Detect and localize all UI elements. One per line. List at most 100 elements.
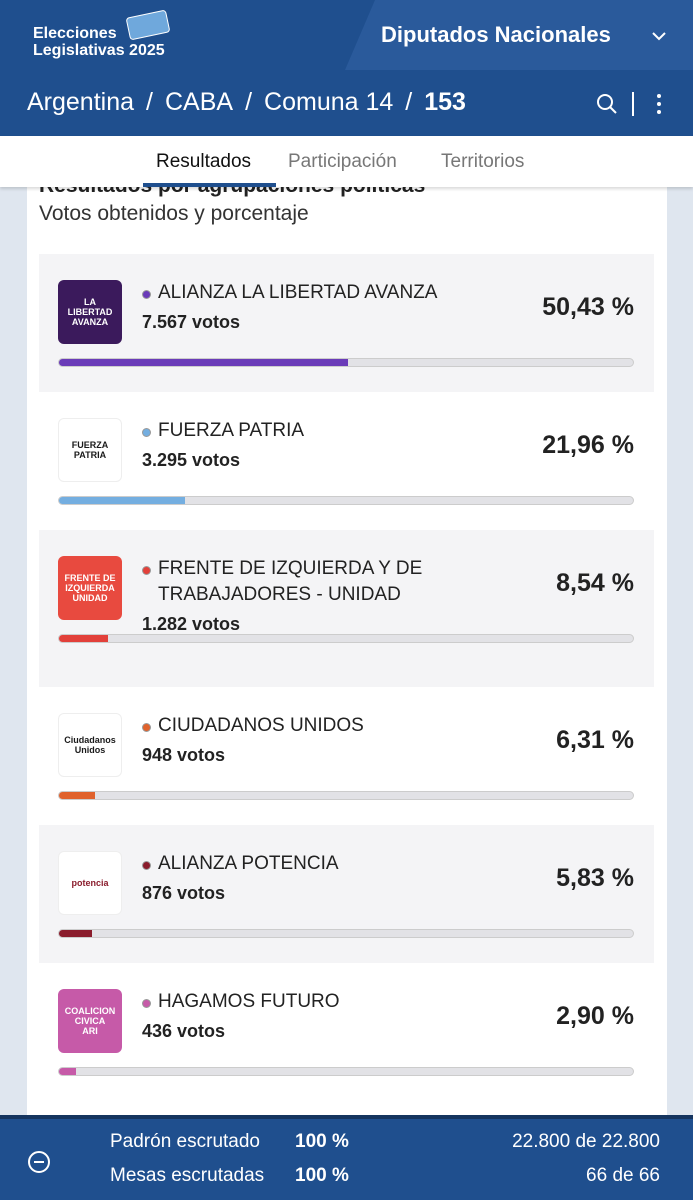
party-dot bbox=[142, 566, 151, 575]
logo-text: potencia bbox=[71, 878, 109, 888]
logo-text: ARI bbox=[82, 1026, 98, 1036]
menu-icon[interactable] bbox=[657, 94, 661, 114]
logo-text: Unidos bbox=[74, 745, 106, 755]
party-percent: 2,90 % bbox=[556, 1002, 634, 1030]
logo-text: LA bbox=[84, 297, 96, 307]
party-name-text: HAGAMOS FUTURO bbox=[158, 991, 340, 1012]
progress-track bbox=[58, 791, 634, 800]
party-row: FRENTE DE IZQUIERDA UNIDAD FRENTE DE IZQUIE… bbox=[39, 530, 654, 687]
party-name: FUERZA PATRIA bbox=[142, 418, 472, 444]
footer: Padrón escrutado 100 % 22.800 de 22.800 Mes… bbox=[0, 1115, 693, 1200]
footer-percent: 100 % bbox=[295, 1131, 349, 1152]
progress-bar bbox=[59, 359, 349, 366]
section-subheading: Votos obtenidos y porcentaje bbox=[39, 202, 309, 225]
party-list: LA LIBERTAD AVANZA ALIANZA LA LIBERTAD AVAN… bbox=[39, 254, 654, 1101]
progress-bar bbox=[59, 1068, 76, 1075]
top-bar: Elecciones Legislativas 2025 Diputados Na… bbox=[0, 0, 693, 70]
footer-label: Mesas escrutadas bbox=[110, 1165, 265, 1186]
party-row: LA LIBERTAD AVANZA ALIANZA LA LIBERTAD AVAN… bbox=[39, 254, 654, 392]
party-votes: 1.282 votos bbox=[142, 614, 241, 634]
logo-text: Ciudadanos bbox=[64, 735, 116, 745]
collapse-icon[interactable] bbox=[27, 1150, 51, 1174]
toolbar bbox=[597, 92, 661, 116]
office-title[interactable]: Diputados Nacionales bbox=[381, 22, 611, 47]
party-logo: FRENTE DE IZQUIERDA UNIDAD bbox=[58, 556, 122, 620]
party-name: HAGAMOS FUTURO bbox=[142, 989, 472, 1015]
party-percent: 6,31 % bbox=[556, 726, 634, 754]
logo-text: FUERZA bbox=[71, 440, 109, 450]
party-dot bbox=[142, 723, 151, 732]
party-row: FUERZA PATRIA FUERZA PATRIA 3.295 votos 21,9… bbox=[39, 392, 654, 530]
logo-text: COALICION bbox=[64, 1006, 116, 1016]
logo-text: IZQUIERDA bbox=[65, 583, 115, 593]
breadcrumb-item[interactable]: Argentina bbox=[27, 88, 135, 116]
logo-text: LIBERTAD bbox=[67, 307, 113, 317]
party-percent: 50,43 % bbox=[542, 293, 634, 321]
tab-bar: Resultados Participación Territorios bbox=[0, 136, 693, 187]
footer-count: 66 de 66 bbox=[586, 1165, 660, 1186]
progress-bar bbox=[59, 497, 186, 504]
party-name: ALIANZA POTENCIA bbox=[142, 851, 472, 877]
party-logo: potencia bbox=[58, 851, 122, 915]
party-votes: 876 votos bbox=[142, 883, 226, 903]
brand: Elecciones Legislativas 2025 bbox=[33, 25, 165, 59]
progress-track bbox=[58, 1067, 634, 1076]
logo-text: PATRIA bbox=[73, 450, 107, 460]
results-card: Resultados por agrupaciones políticas Vo… bbox=[27, 160, 667, 1120]
logo-text: FRENTE DE bbox=[64, 573, 116, 583]
breadcrumb-item[interactable]: Comuna 14 bbox=[264, 88, 394, 116]
progress-bar bbox=[59, 635, 109, 642]
party-percent: 21,96 % bbox=[542, 431, 634, 459]
breadcrumb-item[interactable]: 153 bbox=[424, 88, 466, 116]
breadcrumb: Argentina / CABA / Comuna 14 / 153 bbox=[0, 70, 693, 136]
progress-track bbox=[58, 634, 634, 643]
tab[interactable]: Territorios bbox=[441, 151, 525, 172]
party-name-text: ALIANZA POTENCIA bbox=[158, 853, 339, 874]
brand-icon bbox=[126, 10, 170, 40]
party-name: ALIANZA LA LIBERTAD AVANZA bbox=[142, 280, 472, 306]
party-votes: 3.295 votos bbox=[142, 450, 241, 470]
party-name-text: CIUDADANOS UNIDOS bbox=[158, 715, 364, 736]
party-percent: 8,54 % bbox=[556, 569, 634, 597]
separator: / bbox=[146, 88, 153, 116]
party-name-text: FUERZA PATRIA bbox=[158, 420, 305, 441]
party-logo: FUERZA PATRIA bbox=[58, 418, 122, 482]
progress-track bbox=[58, 929, 634, 938]
party-votes: 948 votos bbox=[142, 745, 226, 765]
party-logo: Ciudadanos Unidos bbox=[58, 713, 122, 777]
tab[interactable]: Participación bbox=[288, 151, 397, 172]
logo-text: UNIDAD bbox=[72, 593, 108, 603]
brand-line: Legislativas 2025 bbox=[33, 42, 165, 59]
tab[interactable]: Resultados bbox=[156, 151, 252, 172]
separator: / bbox=[245, 88, 253, 116]
party-dot bbox=[142, 999, 151, 1008]
party-row: COALICION CIVICA ARI HAGAMOS FUTURO 436 voto… bbox=[39, 963, 654, 1101]
party-dot bbox=[142, 290, 151, 299]
party-name: CIUDADANOS UNIDOS bbox=[142, 713, 472, 739]
party-name: FRENTE DE IZQUIERDA Y DE TRABAJADORES - … bbox=[142, 556, 472, 608]
party-votes: 7.567 votos bbox=[142, 312, 241, 332]
party-votes: 436 votos bbox=[142, 1021, 226, 1041]
breadcrumb-item[interactable]: CABA bbox=[164, 88, 234, 116]
party-row: Ciudadanos Unidos CIUDADANOS UNIDOS 948 vot… bbox=[39, 687, 654, 825]
progress-track bbox=[58, 358, 634, 367]
logo-text: AVANZA bbox=[71, 317, 109, 327]
party-logo: COALICION CIVICA ARI bbox=[58, 989, 122, 1053]
party-logo: LA LIBERTAD AVANZA bbox=[58, 280, 122, 344]
search-icon[interactable] bbox=[597, 94, 617, 114]
progress-bar bbox=[59, 930, 93, 937]
dropdown-icon[interactable] bbox=[651, 30, 667, 42]
separator: / bbox=[405, 88, 413, 116]
party-name-text: ALIANZA LA LIBERTAD AVANZA bbox=[158, 282, 438, 303]
progress-track bbox=[58, 496, 634, 505]
progress-bar bbox=[59, 792, 96, 799]
party-dot bbox=[142, 428, 151, 437]
footer-label: Padrón escrutado bbox=[110, 1131, 260, 1152]
office-selector[interactable] bbox=[345, 0, 693, 70]
party-name-text: FRENTE DE IZQUIERDA Y DE TRABAJADORES - … bbox=[158, 558, 423, 605]
footer-percent: 100 % bbox=[295, 1165, 349, 1186]
party-row: potencia ALIANZA POTENCIA 876 votos 5,83 % bbox=[39, 825, 654, 963]
footer-count: 22.800 de 22.800 bbox=[512, 1131, 660, 1152]
brand-line: Elecciones bbox=[33, 25, 117, 42]
